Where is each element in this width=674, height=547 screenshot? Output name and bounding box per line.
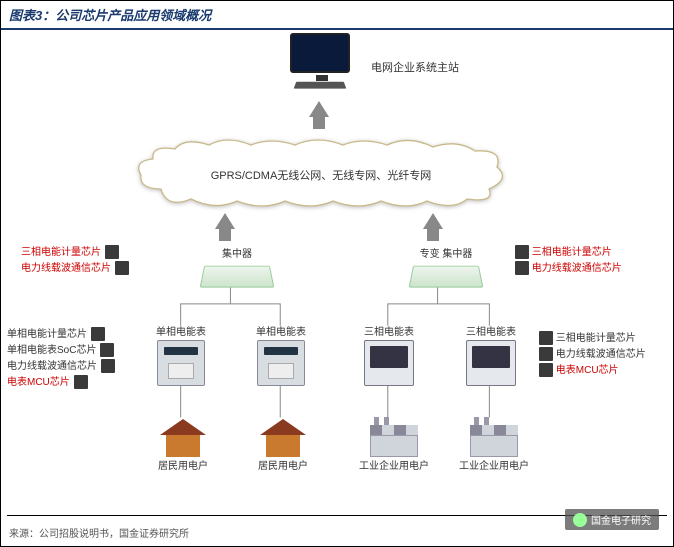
arrow-computer xyxy=(309,101,329,117)
arrow-cloud-right-tail xyxy=(427,229,439,241)
right-concentrator-label: 专变 集中器 xyxy=(401,245,491,260)
right-meter-2: 三相电能表 xyxy=(461,323,521,386)
three-phase-meter-icon xyxy=(466,340,516,386)
concentrator-icon xyxy=(200,266,275,288)
chip-item: 电表MCU芯片 xyxy=(535,363,674,379)
single-phase-meter-icon xyxy=(157,340,205,386)
chip-icon xyxy=(539,363,553,377)
three-phase-meter-icon xyxy=(364,340,414,386)
left-meter-2: 单相电能表 xyxy=(251,323,311,386)
chip-item: 电力线载波通信芯片 xyxy=(7,359,147,375)
diagram-canvas: 电网企业系统主站 GPRS/CDMA无线公网、无线专网、光纤专网 集中器 三相电… xyxy=(1,27,673,510)
chip-icon xyxy=(539,347,553,361)
system-main-station-label: 电网企业系统主站 xyxy=(371,59,459,75)
industrial-user-label: 工业企业用电户 xyxy=(357,457,431,472)
right-factory-1: 工业企业用电户 xyxy=(357,417,431,472)
chip-item: 三相电能计量芯片 xyxy=(511,245,661,261)
watermark-text: 国金电子研究 xyxy=(591,512,651,527)
left-meter-1: 单相电能表 xyxy=(151,323,211,386)
concentrator-icon xyxy=(409,266,484,288)
chip-icon xyxy=(105,245,119,259)
chip-item: 电表MCU芯片 xyxy=(7,375,147,391)
chip-icon xyxy=(515,261,529,275)
left-house-2: 居民用电户 xyxy=(253,419,313,472)
chip-icon xyxy=(100,343,114,357)
left-meter-chips: 单相电能计量芯片单相电能表SoC芯片电力线载波通信芯片电表MCU芯片 xyxy=(7,327,147,391)
house-icon xyxy=(260,419,306,457)
residential-user-label: 居民用电户 xyxy=(253,457,313,472)
chip-icon xyxy=(101,359,115,373)
right-concentrator-chips: 三相电能计量芯片 电力线载波通信芯片 xyxy=(511,245,661,277)
house-icon xyxy=(160,419,206,457)
chip-icon xyxy=(91,327,105,341)
chip-item: 电力线载波通信芯片 xyxy=(21,261,171,277)
meter-label: 三相电能表 xyxy=(461,323,521,338)
chip-item: 电力线载波通信芯片 xyxy=(535,347,674,363)
chip-icon xyxy=(539,331,553,345)
left-concentrator-chips: 三相电能计量芯片 电力线载波通信芯片 xyxy=(21,245,171,277)
factory-icon xyxy=(366,417,422,457)
left-house-1: 居民用电户 xyxy=(153,419,213,472)
meter-label: 单相电能表 xyxy=(251,323,311,338)
watermark: 国金电子研究 xyxy=(565,509,659,530)
chip-item: 单相电能计量芯片 xyxy=(7,327,147,343)
left-concentrator: 集中器 xyxy=(197,245,277,288)
chip-item: 单相电能表SoC芯片 xyxy=(7,343,147,359)
meter-label: 单相电能表 xyxy=(151,323,211,338)
chip-item: 电力线载波通信芯片 xyxy=(511,261,661,277)
arrow-cloud-left-tail xyxy=(219,229,231,241)
factory-icon xyxy=(466,417,522,457)
cloud-label: GPRS/CDMA无线公网、无线专网、光纤专网 xyxy=(131,167,511,183)
arrow-cloud-right xyxy=(423,213,443,229)
wechat-icon xyxy=(573,513,587,527)
network-cloud: GPRS/CDMA无线公网、无线专网、光纤专网 xyxy=(131,139,511,209)
figure-title: 图表3：公司芯片产品应用领域概况 xyxy=(1,1,673,30)
right-concentrator: 专变 集中器 xyxy=(401,245,491,288)
right-factory-2: 工业企业用电户 xyxy=(457,417,531,472)
computer-icon xyxy=(281,33,359,95)
chip-item: 三相电能计量芯片 xyxy=(21,245,171,261)
meter-label: 三相电能表 xyxy=(359,323,419,338)
chip-icon xyxy=(515,245,529,259)
industrial-user-label: 工业企业用电户 xyxy=(457,457,531,472)
chip-icon xyxy=(115,261,129,275)
chip-icon xyxy=(74,375,88,389)
residential-user-label: 居民用电户 xyxy=(153,457,213,472)
arrow-cloud-left xyxy=(215,213,235,229)
right-meter-1: 三相电能表 xyxy=(359,323,419,386)
source-caption: 来源：公司招股说明书，国金证券研究所 xyxy=(9,525,189,540)
right-meter-chips: 三相电能计量芯片 电力线载波通信芯片 电表MCU芯片 xyxy=(535,331,674,379)
arrow-computer-tail xyxy=(313,117,325,129)
chip-item: 三相电能计量芯片 xyxy=(535,331,674,347)
single-phase-meter-icon xyxy=(257,340,305,386)
left-concentrator-label: 集中器 xyxy=(197,245,277,260)
